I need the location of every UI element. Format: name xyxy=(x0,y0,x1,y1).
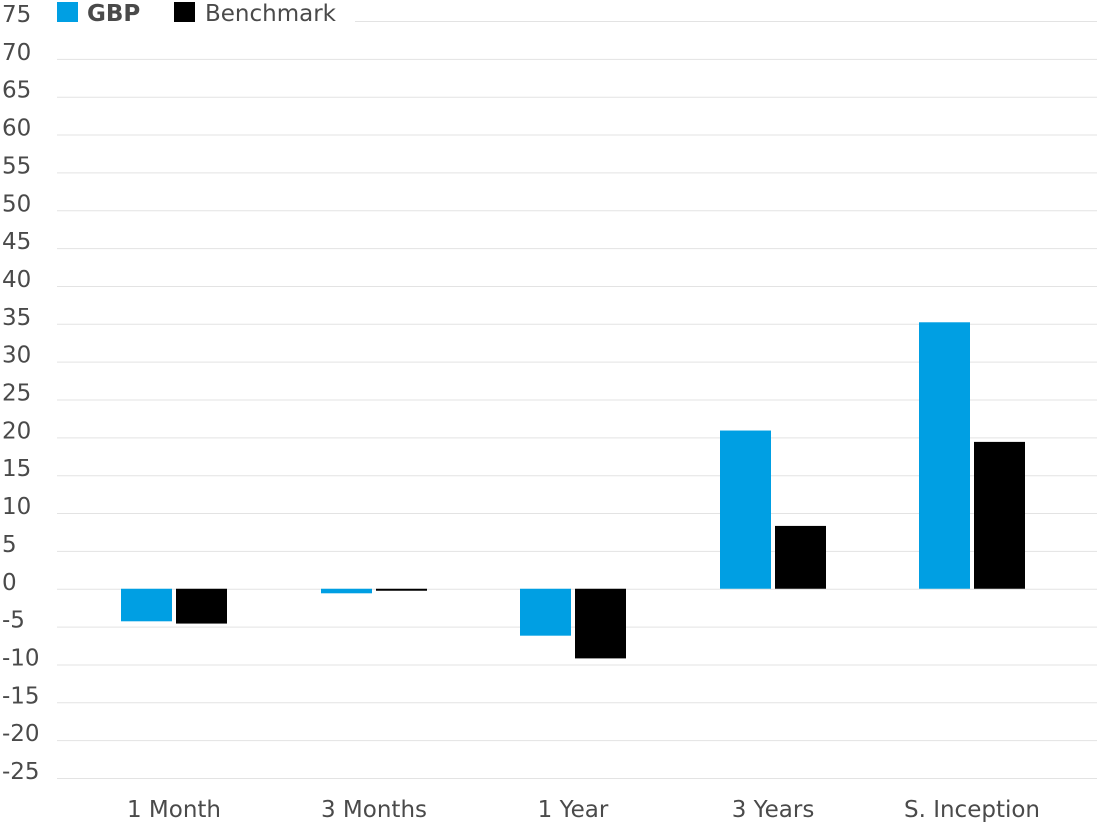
bar-benchmark-3-years xyxy=(775,525,826,589)
y-tick-label: -10 xyxy=(2,645,40,671)
y-tick-label: 60 xyxy=(2,116,31,142)
x-tick-label: S. Inception xyxy=(904,797,1040,823)
bar-gbp-s-inception xyxy=(919,322,970,589)
legend-label-benchmark: Benchmark xyxy=(205,1,337,27)
y-tick-label: 0 xyxy=(2,570,17,596)
y-tick-label: 55 xyxy=(2,153,31,179)
legend: GBP Benchmark xyxy=(57,1,337,27)
bar-gbp-1-month xyxy=(121,588,172,622)
x-axis-ticks: 1 Month 3 Months 1 Year 3 Years S. Inception xyxy=(127,797,1040,823)
legend-swatch-benchmark xyxy=(174,2,195,22)
y-tick-label: 40 xyxy=(2,267,31,293)
y-tick-label: 5 xyxy=(2,532,17,558)
y-tick-label: 70 xyxy=(2,40,31,66)
y-tick-label: -15 xyxy=(2,683,40,709)
x-tick-label: 1 Month xyxy=(127,797,221,823)
bars xyxy=(121,322,1025,659)
y-axis-ticks: 757065605550454035302520151050-5-10-15-2… xyxy=(2,2,40,785)
y-tick-label: -5 xyxy=(2,608,25,634)
y-tick-label: -20 xyxy=(2,721,40,747)
x-tick-label: 1 Year xyxy=(538,797,609,823)
bar-benchmark-1-month xyxy=(176,588,227,624)
legend-swatch-gbp xyxy=(57,2,78,22)
y-tick-label: -25 xyxy=(2,759,40,785)
y-tick-label: 20 xyxy=(2,418,31,444)
y-tick-label: 30 xyxy=(2,343,31,369)
bar-benchmark-1-year xyxy=(575,588,626,659)
x-tick-label: 3 Years xyxy=(732,797,815,823)
y-tick-label: 35 xyxy=(2,305,31,331)
bar-gbp-1-year xyxy=(520,588,571,636)
y-tick-label: 10 xyxy=(2,494,31,520)
y-tick-label: 50 xyxy=(2,191,31,217)
y-tick-label: 25 xyxy=(2,381,31,407)
x-tick-label: 3 Months xyxy=(321,797,427,823)
y-tick-label: 45 xyxy=(2,229,31,255)
bar-gbp-3-months xyxy=(321,588,372,594)
bar-benchmark-3-months xyxy=(376,588,427,591)
y-tick-label: 15 xyxy=(2,456,31,482)
bar-benchmark-s-inception xyxy=(974,441,1025,589)
y-tick-label: 75 xyxy=(2,2,31,28)
bar-gbp-3-years xyxy=(720,430,771,589)
legend-label-gbp: GBP xyxy=(87,1,140,27)
y-tick-label: 65 xyxy=(2,78,31,104)
